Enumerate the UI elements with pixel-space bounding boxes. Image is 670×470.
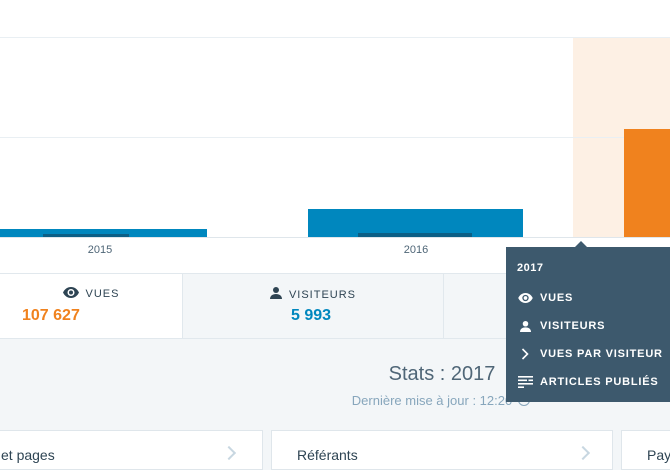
person-icon [269, 287, 282, 302]
eye-icon [517, 290, 533, 306]
tooltip-row-views: VUES [517, 290, 573, 306]
tooltip-row-views-per-visitor: VUES PAR VISITEUR [517, 346, 663, 362]
chart-gridline [0, 37, 670, 38]
tab-views-label-row: VUES [0, 287, 182, 301]
bar-visitors-2016[interactable] [358, 233, 472, 237]
chevron-right-icon [221, 445, 237, 461]
bar-views-2016[interactable] [308, 209, 523, 237]
tab-divider [443, 274, 444, 338]
chevron-right-icon [517, 346, 533, 362]
tab-visitors-label-row: VISITEURS [183, 287, 443, 302]
tab-views-label: VUES [85, 288, 120, 300]
tooltip-row-label: VUES [540, 292, 574, 304]
eye-icon [62, 287, 79, 301]
bar-visitors-2015[interactable] [43, 234, 129, 237]
card-title: et pages [1, 447, 55, 463]
tab-visitors[interactable]: VISITEURS 5 993 [183, 274, 443, 338]
bar-views-2015[interactable] [0, 229, 207, 237]
person-icon [517, 318, 533, 334]
text-lines-icon [517, 374, 533, 390]
bar-views-2017[interactable] [624, 129, 670, 237]
stats-chart: 2015 2016 [0, 0, 670, 273]
x-tick-2016: 2016 [403, 244, 429, 256]
tab-views[interactable]: VUES 107 627 [0, 274, 182, 338]
tooltip-caret [575, 241, 587, 247]
tooltip-row-label: ARTICLES PUBLIÉS [540, 376, 659, 388]
summary-subtitle: Dernière mise à jour : 12:20 [351, 393, 513, 408]
chart-tooltip: 2017 VUES VISITEURS VUES PAR VISITEUR AR… [506, 247, 670, 402]
summary-title: Stats : 2017 [388, 363, 496, 385]
tab-visitors-label: VISITEURS [288, 288, 357, 301]
tab-divider [182, 274, 183, 338]
tooltip-row-visitors: VISITEURS [517, 318, 605, 334]
card-countries[interactable]: Pay [621, 430, 670, 470]
tooltip-heading: 2017 [517, 262, 544, 274]
tooltip-row-label: VUES PAR VISITEUR [540, 348, 663, 360]
x-tick-2015: 2015 [87, 244, 113, 256]
chevron-right-icon [575, 445, 591, 461]
tooltip-row-posts-published: ARTICLES PUBLIÉS [517, 374, 659, 390]
card-referrers[interactable]: Référants [271, 430, 613, 470]
chart-gridline [0, 137, 670, 138]
card-title: Référants [297, 447, 358, 463]
chart-baseline [0, 237, 670, 238]
tab-views-value: 107 627 [22, 307, 80, 324]
tooltip-row-label: VISITEURS [540, 320, 606, 332]
card-title: Pay [647, 447, 670, 463]
tab-visitors-value: 5 993 [290, 307, 332, 324]
card-posts-pages[interactable]: et pages [0, 430, 263, 470]
